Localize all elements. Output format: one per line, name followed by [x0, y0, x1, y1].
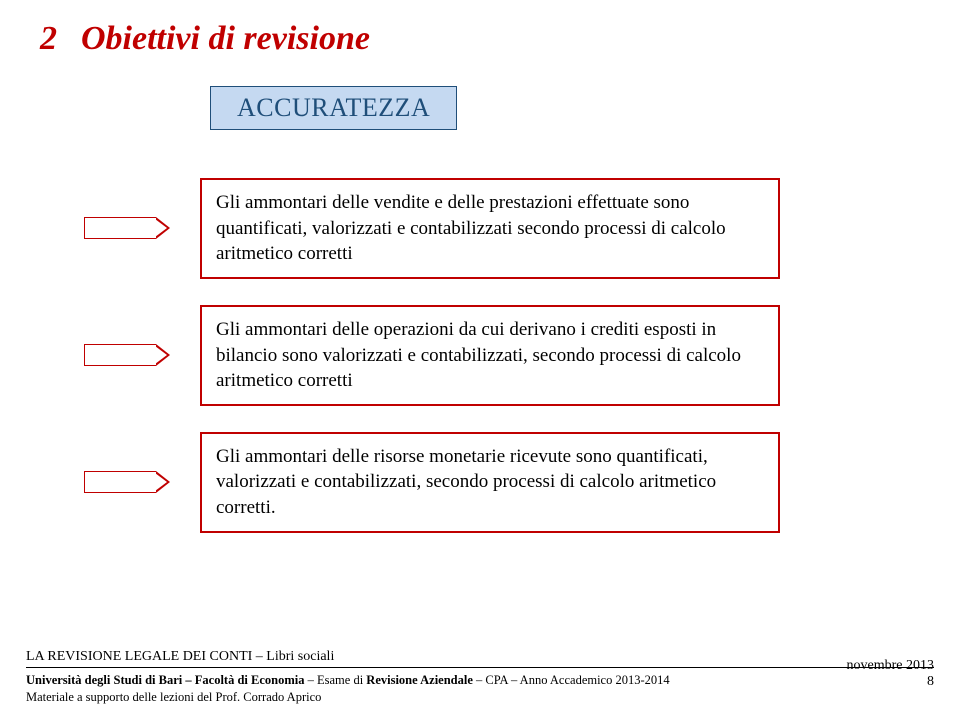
page-number: 8	[927, 674, 934, 690]
section-number: 2	[40, 20, 57, 58]
content-list: Gli ammontari delle vendite e delle pres…	[40, 178, 920, 533]
content-box: Gli ammontari delle operazioni da cui de…	[200, 305, 780, 406]
title-text: Obiettivi di revisione	[81, 20, 370, 58]
footer-attribution: Università degli Studi di Bari – Facoltà…	[26, 672, 670, 706]
list-item: Gli ammontari delle vendite e delle pres…	[40, 178, 920, 279]
footer: LA REVISIONE LEGALE DEI CONTI – Libri so…	[0, 649, 960, 720]
arrow-icon	[84, 344, 156, 366]
slide-title: 2 Obiettivi di revisione	[40, 20, 920, 58]
footer-separator	[26, 667, 934, 669]
arrow-icon	[84, 471, 156, 493]
arrow-icon	[84, 217, 156, 239]
list-item: Gli ammontari delle operazioni da cui de…	[40, 305, 920, 406]
footer-top-line: LA REVISIONE LEGALE DEI CONTI – Libri so…	[26, 649, 934, 665]
content-box: Gli ammontari delle vendite e delle pres…	[200, 178, 780, 279]
content-box: Gli ammontari delle risorse monetarie ri…	[200, 432, 780, 533]
list-item: Gli ammontari delle risorse monetarie ri…	[40, 432, 920, 533]
accuracy-badge: ACCURATEZZA	[210, 86, 457, 130]
